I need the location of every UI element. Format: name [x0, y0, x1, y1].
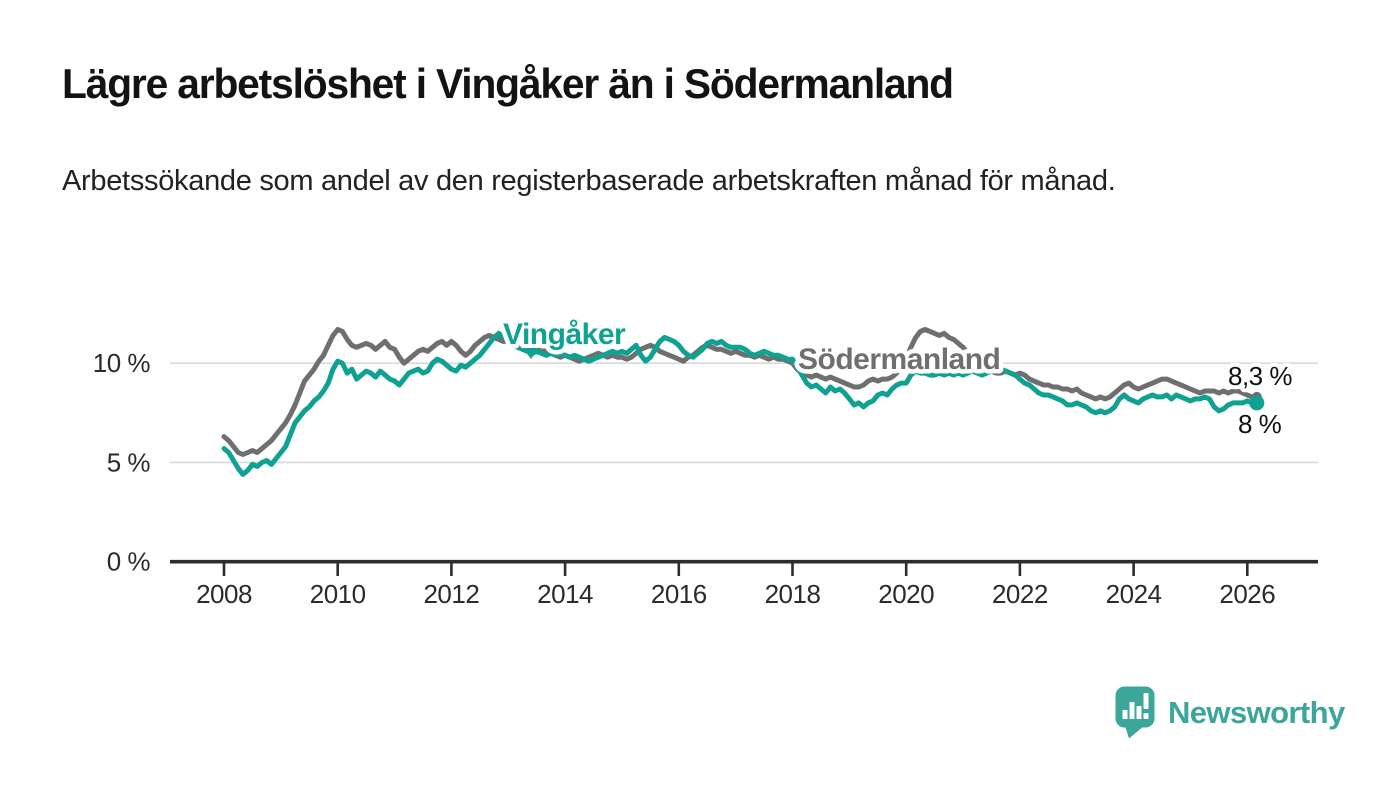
y-label-10: 10 % [93, 348, 151, 378]
x-label-2014: 2014 [537, 579, 593, 609]
logo-bar-1 [1122, 710, 1128, 719]
y-label-5: 5 % [107, 447, 151, 477]
logo-exclamation-dot [1143, 713, 1149, 719]
x-label-2018: 2018 [765, 579, 821, 609]
x-label-2026: 2026 [1219, 579, 1275, 609]
logo-bar-2 [1129, 702, 1135, 719]
logo-text: Newsworthy [1168, 694, 1345, 730]
x-label-2024: 2024 [1106, 579, 1162, 609]
newsworthy-logo-icon [1115, 686, 1155, 739]
x-label-2022: 2022 [992, 579, 1048, 609]
y-label-0: 0 % [107, 547, 151, 577]
newsworthy-logo: Newsworthy [1115, 686, 1345, 739]
series-label-marker-vingaker [523, 348, 539, 359]
end-value-label-vingaker: 8 % [1238, 409, 1282, 439]
chart-subtitle: Arbetssökande som andel av den registerb… [62, 165, 1116, 197]
logo-bar-3 [1136, 706, 1142, 719]
series-line-sodermanland [221, 327, 1260, 457]
series-end-dot-vingaker [1249, 395, 1265, 411]
series-line-vingaker [221, 330, 1260, 477]
series-label-sodermanland: Södermanland [798, 343, 1000, 376]
chart-title: Lägre arbetslöshet i Vingåker än i Söder… [62, 60, 954, 107]
logo-exclamation-bar [1143, 693, 1149, 709]
x-label-2012: 2012 [423, 579, 479, 609]
x-label-2010: 2010 [310, 579, 366, 609]
end-value-label-sodermanland: 8,3 % [1228, 361, 1292, 391]
x-label-2020: 2020 [878, 579, 934, 609]
series-label-vingaker: Vingåker [503, 318, 626, 351]
x-label-2016: 2016 [651, 579, 707, 609]
x-label-2008: 2008 [196, 579, 252, 609]
